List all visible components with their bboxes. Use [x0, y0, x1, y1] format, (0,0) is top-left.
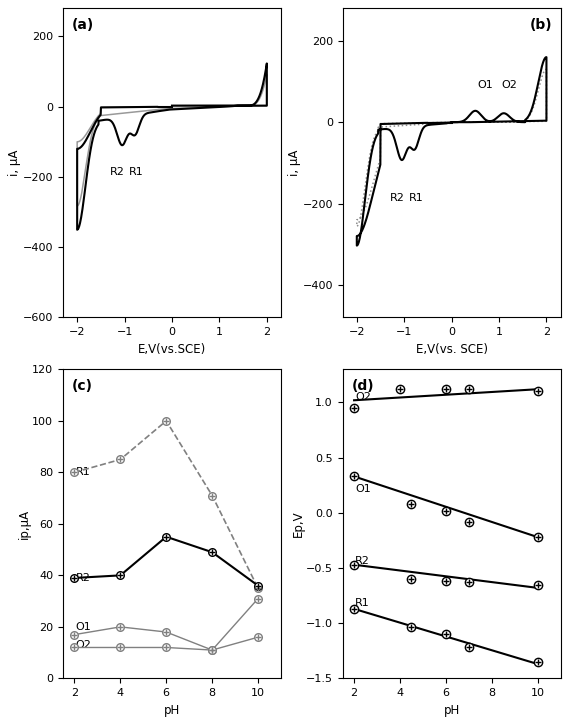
Text: O1: O1 [478, 80, 493, 90]
Text: (d): (d) [351, 378, 374, 393]
Text: R1: R1 [129, 167, 144, 177]
Text: R2: R2 [355, 556, 370, 566]
Text: R2: R2 [110, 167, 125, 177]
Y-axis label: i, μA: i, μA [288, 149, 301, 176]
Text: O2: O2 [76, 640, 92, 650]
Text: O2: O2 [355, 392, 371, 402]
Text: (c): (c) [72, 378, 93, 393]
Text: R1: R1 [355, 598, 370, 608]
Text: O1: O1 [355, 484, 371, 494]
Text: O1: O1 [76, 622, 91, 632]
X-axis label: pH: pH [443, 704, 460, 717]
X-axis label: E,V(vs. SCE): E,V(vs. SCE) [415, 343, 488, 356]
Text: R2: R2 [76, 573, 90, 583]
Y-axis label: Ep,V: Ep,V [291, 510, 304, 537]
Y-axis label: ip,μA: ip,μA [18, 509, 31, 539]
Text: R2: R2 [390, 194, 405, 204]
X-axis label: pH: pH [164, 704, 180, 717]
Text: (a): (a) [72, 17, 94, 32]
Text: O2: O2 [501, 80, 517, 90]
Y-axis label: i, μA: i, μA [9, 149, 21, 176]
Text: R1: R1 [76, 468, 90, 477]
X-axis label: E,V(vs.SCE): E,V(vs.SCE) [138, 343, 206, 356]
Text: R1: R1 [409, 194, 424, 204]
Text: (b): (b) [529, 17, 552, 32]
